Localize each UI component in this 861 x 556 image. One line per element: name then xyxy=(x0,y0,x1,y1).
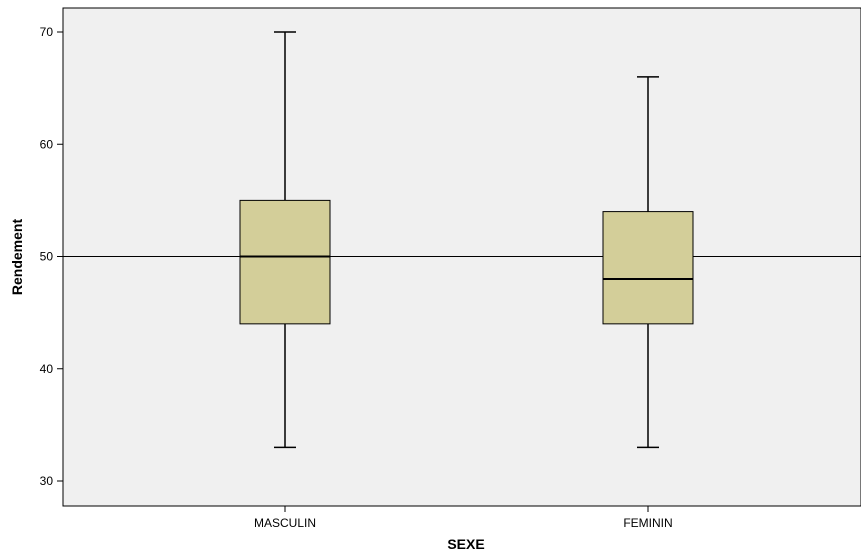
y-tick-label: 30 xyxy=(40,474,54,488)
y-axis-title: Rendement xyxy=(9,219,25,296)
x-axis: MASCULIN FEMININ xyxy=(254,506,673,530)
box-masculin xyxy=(239,31,331,449)
iqr-box xyxy=(239,199,331,325)
y-tick-label: 70 xyxy=(40,25,54,39)
y-tick-label: 50 xyxy=(40,250,54,264)
x-tick-label: MASCULIN xyxy=(254,516,316,530)
box-series xyxy=(239,31,694,449)
x-axis-title: SEXE xyxy=(447,536,484,552)
y-tick-label: 60 xyxy=(40,137,54,151)
y-axis: 30 40 50 60 70 xyxy=(40,25,63,488)
box-feminin xyxy=(602,76,694,449)
iqr-box xyxy=(602,211,694,325)
x-tick-label: FEMININ xyxy=(623,516,672,530)
y-tick-label: 40 xyxy=(40,362,54,376)
